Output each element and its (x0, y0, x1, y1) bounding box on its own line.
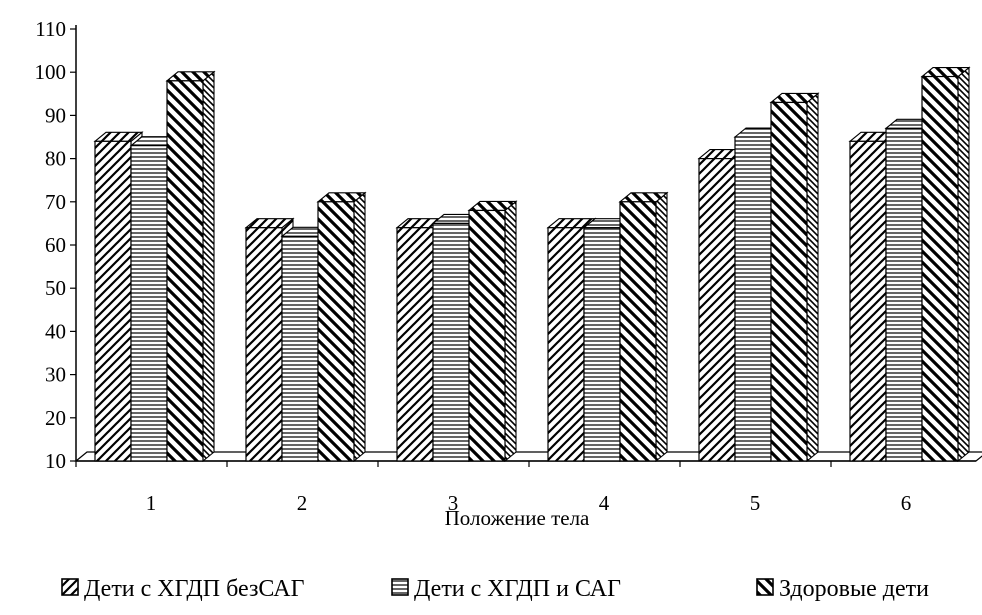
legend-item-3: Здоровые дети (756, 576, 929, 602)
y-tick-label: 50 (45, 276, 66, 300)
legend-label: Дети с ХГДП и САГ (414, 576, 621, 602)
y-tick-label: 60 (45, 233, 66, 257)
legend: Дети с ХГДП безСАГ Дети с ХГДП и САГ Здоро… (61, 576, 929, 602)
legend-item-2: Дети с ХГДП и САГ (391, 576, 621, 602)
bar-cat2-series3 (316, 191, 367, 463)
x-tick-label: 4 (599, 491, 610, 515)
legend-label: Дети с ХГДП безСАГ (84, 576, 305, 602)
y-tick-label: 110 (35, 17, 66, 41)
bar-cat1-series3 (165, 70, 216, 463)
x-tick-label: 5 (750, 491, 761, 515)
legend-swatch (391, 578, 409, 596)
x-axis-title: Положение тела (445, 506, 590, 530)
legend-swatch (756, 578, 774, 596)
y-tick-label: 70 (45, 190, 66, 214)
y-tick-label: 40 (45, 319, 66, 343)
y-tick-label: 100 (35, 60, 67, 84)
bar-cat3-series3 (467, 200, 518, 463)
bars-layer (93, 66, 971, 463)
x-tick-labels: 1 2 3 4 5 6 (146, 491, 912, 515)
bar-cat5-series3 (769, 92, 820, 463)
y-tick-label: 90 (45, 103, 66, 127)
legend-swatch (61, 578, 79, 596)
x-tick-label: 3 (448, 491, 459, 515)
y-tick-label: 80 (45, 147, 66, 171)
legend-item-1: Дети с ХГДП безСАГ (61, 576, 305, 602)
bar-cat6-series3 (920, 66, 971, 463)
y-tick-label: 20 (45, 406, 66, 430)
x-tick-label: 1 (146, 491, 157, 515)
bar-cat4-series3 (618, 191, 669, 463)
x-tick-label: 2 (297, 491, 308, 515)
y-tick-label: 30 (45, 363, 66, 387)
legend-label: Здоровые дети (779, 576, 929, 602)
x-tick-label: 6 (901, 491, 912, 515)
y-tick-label: 10 (45, 449, 66, 473)
